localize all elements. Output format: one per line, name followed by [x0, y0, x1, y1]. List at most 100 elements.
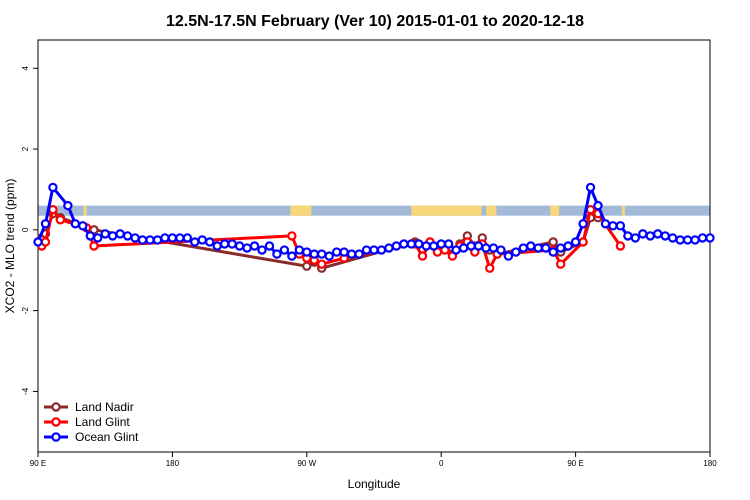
x-tick-label: 90 W	[297, 459, 316, 468]
series-layer	[33, 182, 715, 273]
data-point	[219, 239, 230, 249]
y-tick-label: -2	[21, 307, 30, 315]
data-point	[63, 200, 73, 211]
x-tick-label: 90 E	[567, 459, 583, 468]
data-point	[399, 239, 409, 249]
data-point	[257, 245, 267, 255]
data-point	[115, 229, 125, 239]
data-point	[503, 251, 514, 261]
legend-label: Land Nadir	[75, 400, 134, 414]
data-point	[555, 243, 566, 253]
data-point	[167, 233, 178, 243]
data-point	[242, 243, 252, 253]
y-axis: -4 -2 0 2 4	[21, 66, 38, 395]
data-point	[137, 235, 148, 245]
x-tick-label: 180	[166, 459, 180, 468]
data-point	[600, 219, 611, 229]
data-point	[100, 229, 110, 239]
data-point	[429, 241, 439, 251]
data-point	[190, 237, 200, 247]
data-point	[55, 215, 66, 225]
data-point	[89, 241, 99, 251]
data-point	[653, 229, 663, 239]
land-segment	[550, 205, 560, 216]
data-point	[264, 241, 275, 251]
data-point	[488, 243, 499, 253]
data-point	[473, 241, 484, 251]
legend-label: Ocean Glint	[75, 430, 139, 444]
data-point	[458, 243, 469, 253]
data-point	[122, 231, 133, 241]
data-point	[227, 239, 237, 249]
data-point	[414, 239, 424, 249]
data-point	[421, 241, 431, 251]
y-tick-label: 0	[21, 227, 30, 232]
land-ocean-mask	[38, 205, 710, 216]
data-point	[555, 259, 566, 269]
data-point	[40, 219, 51, 229]
series-2	[33, 182, 715, 261]
data-point	[205, 237, 215, 247]
data-point	[346, 249, 357, 259]
data-point	[376, 245, 387, 255]
data-point	[212, 241, 222, 251]
x-tick-label: 0	[439, 459, 444, 468]
data-point	[485, 263, 495, 273]
data-point	[675, 235, 685, 245]
data-point	[391, 241, 402, 251]
data-point	[443, 239, 454, 249]
ocean-band	[38, 205, 710, 216]
data-point	[526, 241, 536, 251]
data-point	[182, 233, 193, 243]
data-point	[496, 245, 506, 255]
y-tick-label: 4	[21, 66, 30, 71]
data-point	[645, 231, 655, 241]
legend-label: Land Glint	[75, 415, 130, 429]
legend-marker	[51, 402, 61, 412]
data-point	[578, 219, 588, 229]
data-point	[279, 245, 290, 255]
data-point	[302, 247, 312, 257]
data-point	[451, 245, 461, 255]
data-point	[690, 235, 700, 245]
land-segment	[486, 205, 497, 216]
data-point	[511, 247, 521, 257]
x-tick-label: 90 E	[30, 459, 46, 468]
data-point	[145, 235, 155, 245]
legend-marker	[51, 417, 61, 427]
chart-title: 12.5N-17.5N February (Ver 10) 2015-01-01…	[166, 13, 584, 30]
land-segment	[621, 205, 625, 216]
data-point	[705, 233, 715, 243]
data-point	[369, 245, 379, 255]
data-point	[593, 200, 603, 211]
data-point	[324, 251, 334, 261]
data-point	[175, 233, 185, 243]
x-axis-label: Longitude	[348, 477, 401, 491]
data-point	[40, 237, 51, 247]
legend-item: Land Nadir	[44, 400, 134, 414]
legend-marker	[51, 432, 61, 442]
data-point	[309, 249, 319, 259]
data-point	[548, 237, 558, 247]
data-point	[570, 237, 581, 247]
land-segment	[411, 205, 482, 216]
data-point	[107, 231, 118, 241]
data-point	[682, 235, 693, 245]
data-point	[249, 241, 260, 251]
data-point	[70, 219, 81, 229]
data-point	[623, 231, 633, 241]
x-tick-label: 180	[703, 459, 717, 468]
data-point	[417, 251, 428, 261]
data-point	[361, 245, 372, 255]
data-point	[638, 229, 648, 239]
data-point	[630, 233, 641, 243]
data-point	[93, 233, 103, 243]
land-segment	[290, 205, 312, 216]
data-point	[354, 249, 364, 259]
data-point	[615, 221, 626, 231]
data-point	[78, 221, 88, 231]
data-point	[585, 182, 596, 193]
data-point	[608, 221, 618, 231]
data-point	[234, 241, 245, 251]
